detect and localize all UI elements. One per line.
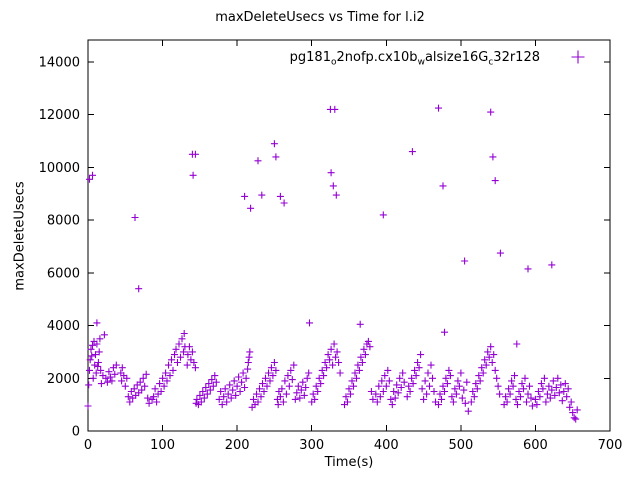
- y-tick-label: 14000: [39, 56, 80, 71]
- scatter-points: [84, 104, 581, 423]
- x-tick-label: 100: [150, 438, 175, 453]
- y-tick-label: 10000: [39, 161, 80, 176]
- x-tick-label: 600: [523, 438, 548, 453]
- y-tick-label: 2000: [47, 372, 80, 387]
- legend-label: pg181o2nofp.cx10bwalsize16Gc32r128: [289, 50, 540, 68]
- y-tick-label: 0: [72, 425, 80, 440]
- y-tick-label: 12000: [39, 108, 80, 123]
- x-tick-label: 0: [84, 438, 92, 453]
- legend-marker-plus-icon: [571, 50, 585, 64]
- x-axis-label: Time(s): [324, 455, 374, 470]
- y-tick-label: 8000: [47, 214, 80, 229]
- x-tick-label: 400: [374, 438, 399, 453]
- y-axis-label: maxDeleteUsecs: [12, 181, 28, 291]
- y-tick-label: 4000: [47, 319, 80, 334]
- x-tick-label: 300: [299, 438, 324, 453]
- x-tick-label: 700: [598, 438, 623, 453]
- x-tick-label: 200: [225, 438, 250, 453]
- plot-border: [87, 39, 611, 432]
- y-tick-label: 6000: [47, 266, 80, 281]
- legend: pg181o2nofp.cx10bwalsize16Gc32r128: [88, 50, 540, 68]
- chart-title: maxDeleteUsecs vs Time for l.i2: [215, 10, 425, 25]
- x-tick-label: 500: [448, 438, 473, 453]
- axis-ticks: [87, 40, 611, 432]
